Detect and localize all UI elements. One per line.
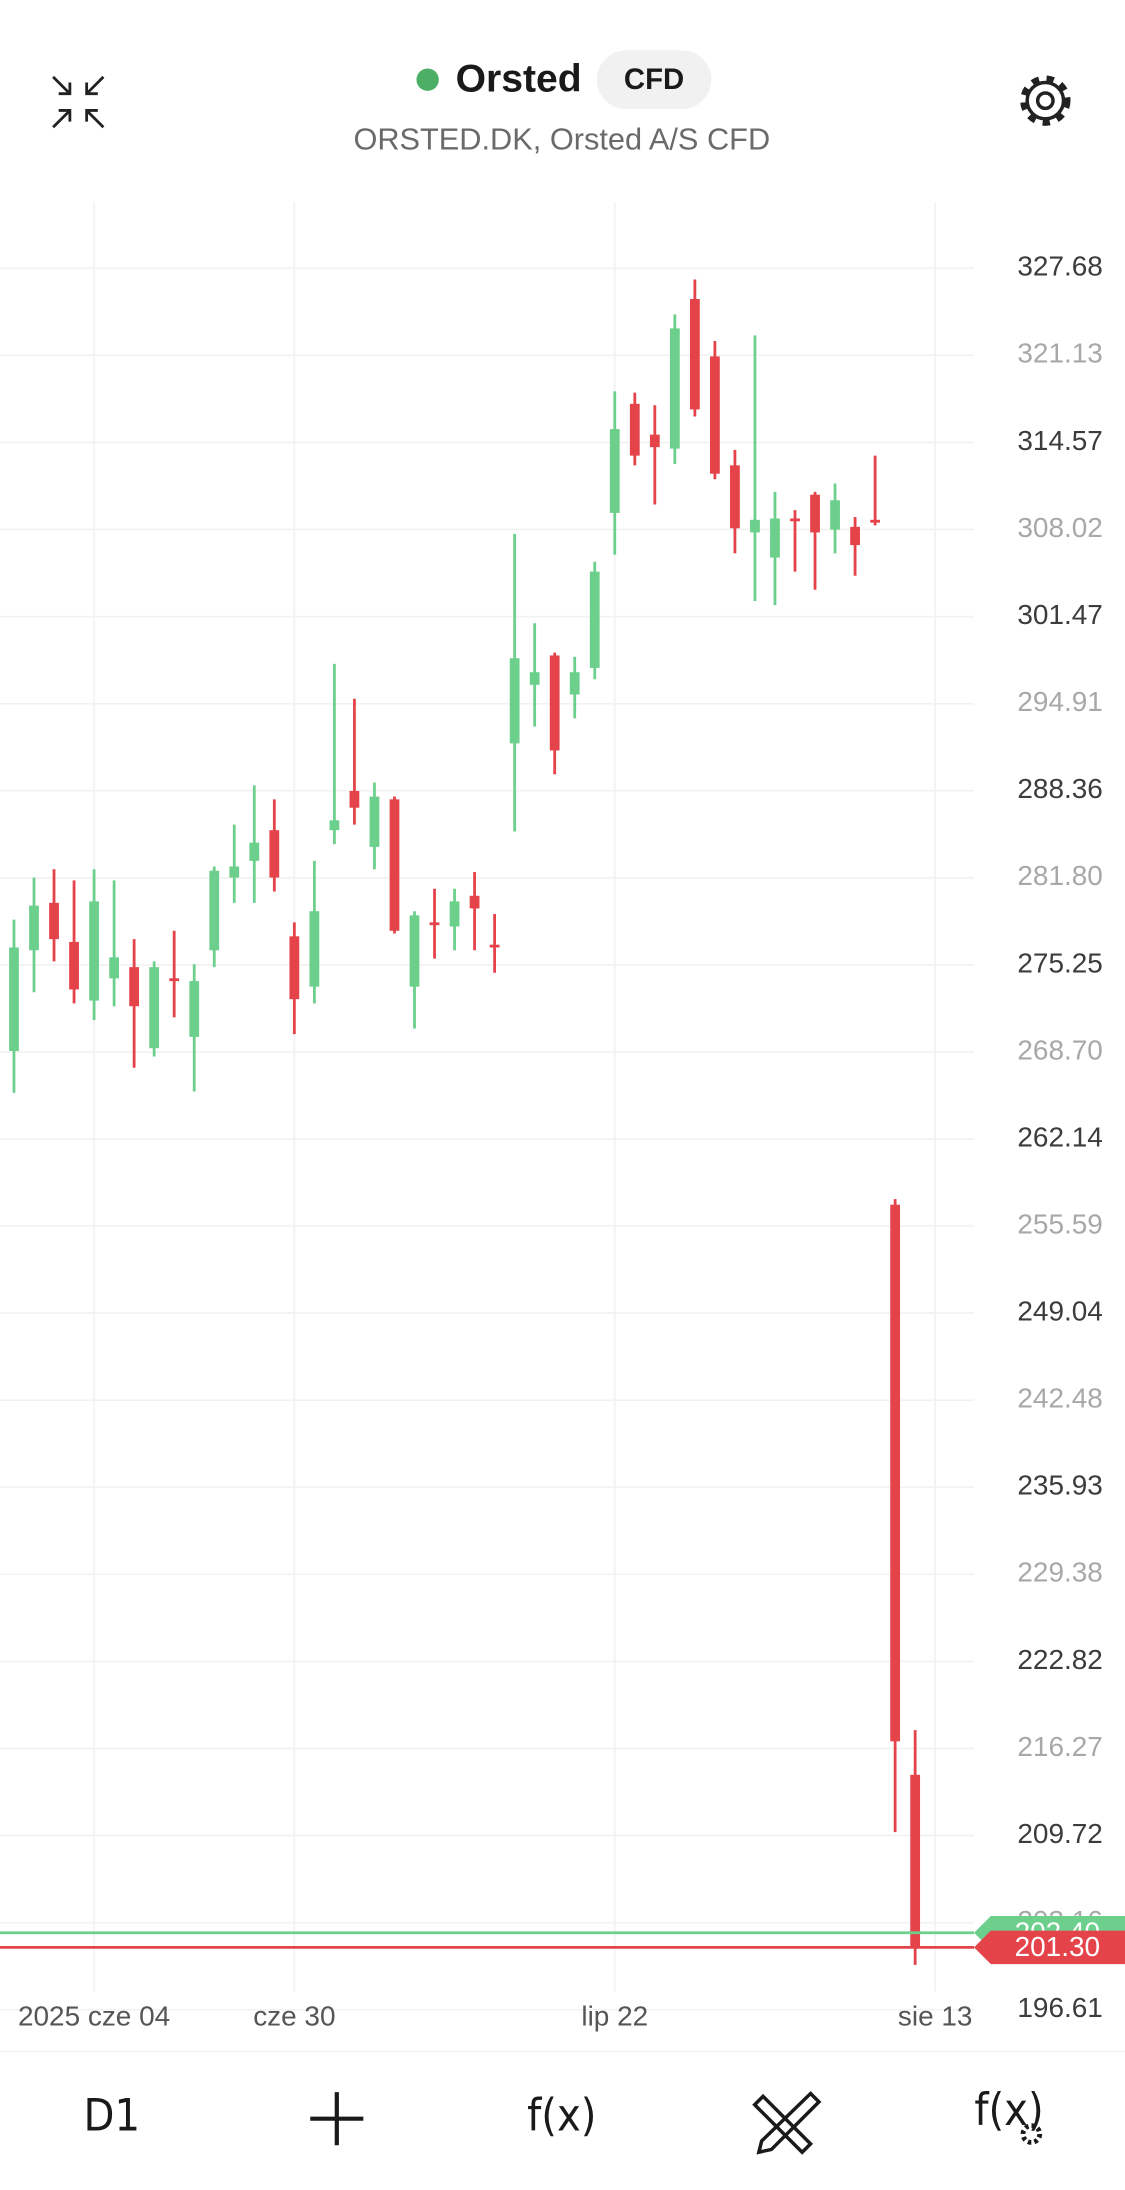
candle-body bbox=[289, 936, 300, 1000]
status-dot bbox=[416, 68, 439, 91]
badge-bg bbox=[596, 50, 712, 110]
candle-body bbox=[369, 796, 380, 847]
y-tick-label: 255.59 bbox=[1017, 1208, 1102, 1239]
candle-body bbox=[29, 905, 39, 951]
x-tick-label: 2025 cze 04 bbox=[18, 2000, 170, 2031]
candle-body bbox=[669, 328, 680, 449]
settings-button[interactable] bbox=[1020, 75, 1071, 126]
candle-body bbox=[489, 944, 500, 948]
candle-body bbox=[169, 978, 180, 982]
candle-body bbox=[309, 911, 320, 987]
candle-body bbox=[109, 957, 119, 979]
price-tag-label: 201.30 bbox=[1015, 1931, 1100, 1962]
y-tick-label: 294.91 bbox=[1017, 686, 1102, 717]
candle-body bbox=[249, 842, 260, 861]
y-tick-label: 327.68 bbox=[1017, 251, 1102, 282]
candle-body bbox=[589, 571, 600, 668]
candle-body bbox=[730, 465, 740, 529]
candle-body bbox=[890, 1204, 901, 1742]
badge: CFD bbox=[624, 63, 684, 96]
collapse-button[interactable] bbox=[52, 75, 105, 129]
y-tick-label: 314.57 bbox=[1017, 425, 1102, 456]
y-tick-label: 229.38 bbox=[1017, 1557, 1102, 1588]
candle-body bbox=[49, 902, 59, 940]
gear-teeth bbox=[1020, 75, 1071, 126]
candle-body bbox=[229, 866, 240, 878]
candle-body bbox=[469, 895, 480, 909]
candle-body bbox=[710, 356, 720, 474]
y-tick-label: 262.14 bbox=[1017, 1121, 1102, 1152]
candle-body bbox=[529, 672, 540, 685]
x-tick-label: cze 30 bbox=[253, 2000, 335, 2031]
candle-body bbox=[9, 947, 19, 1051]
arrow-icon bbox=[85, 75, 105, 96]
candle-body bbox=[269, 830, 280, 878]
drawing-tools-button[interactable] bbox=[752, 2091, 822, 2155]
candle-body bbox=[870, 519, 881, 523]
candle-body bbox=[850, 526, 860, 546]
candle-body bbox=[389, 799, 400, 931]
subtitle: ORSTED.DK, Orsted A/S CFD bbox=[353, 121, 770, 156]
candle-body bbox=[149, 967, 160, 1049]
y-tick-label: 301.47 bbox=[1017, 599, 1102, 630]
arrow-icon bbox=[52, 75, 72, 96]
arrow-icon bbox=[52, 109, 72, 129]
indicators-button[interactable]: f(x) bbox=[527, 2089, 596, 2142]
y-tick-label: 216.27 bbox=[1017, 1731, 1102, 1762]
small-gear-icon bbox=[1020, 2123, 1043, 2145]
candle-body bbox=[689, 299, 700, 410]
candle-body bbox=[750, 519, 760, 533]
candle-body bbox=[569, 672, 580, 695]
gear-body bbox=[1025, 80, 1066, 121]
y-tick-label: 242.48 bbox=[1017, 1383, 1102, 1414]
candle-body bbox=[129, 967, 140, 1007]
candle-body bbox=[209, 870, 220, 951]
candle-body bbox=[629, 403, 640, 456]
candle-body bbox=[609, 429, 620, 513]
y-tick-label: 249.04 bbox=[1017, 1295, 1102, 1326]
candle-body bbox=[189, 981, 200, 1037]
y-tick-label: 196.61 bbox=[1017, 1992, 1102, 2023]
y-tick-label: 235.93 bbox=[1017, 1470, 1102, 1501]
arrow-icon bbox=[85, 109, 105, 129]
candle-body bbox=[910, 1774, 921, 1948]
y-tick-label: 321.13 bbox=[1017, 338, 1102, 369]
timeframe-button[interactable]: D1 bbox=[84, 2089, 141, 2142]
candle-body bbox=[69, 941, 79, 990]
title: Orsted bbox=[456, 57, 582, 100]
y-tick-label: 308.02 bbox=[1017, 512, 1102, 543]
x-tick-label: lip 22 bbox=[581, 2000, 648, 2031]
y-tick-label: 268.70 bbox=[1017, 1034, 1102, 1065]
candle-body bbox=[429, 922, 440, 926]
add-button[interactable] bbox=[310, 2092, 364, 2146]
candle-body bbox=[649, 434, 660, 448]
candle-body bbox=[409, 915, 420, 987]
candle-body bbox=[830, 500, 840, 530]
candle-body bbox=[89, 901, 99, 1001]
y-tick-label: 222.82 bbox=[1017, 1644, 1102, 1675]
candle-body bbox=[349, 790, 360, 808]
candle-body bbox=[790, 518, 800, 522]
y-tick-label: 275.25 bbox=[1017, 947, 1102, 978]
y-tick-label: 209.72 bbox=[1017, 1818, 1102, 1849]
candle-body bbox=[770, 518, 780, 558]
x-tick-label: sie 13 bbox=[898, 2000, 973, 2031]
pencil-icon bbox=[756, 2091, 822, 2155]
candle-body bbox=[329, 820, 340, 831]
candle-body bbox=[810, 494, 820, 533]
y-tick-label: 281.80 bbox=[1017, 860, 1102, 891]
candle-body bbox=[509, 658, 520, 744]
candle-body bbox=[549, 655, 560, 751]
y-tick-label: 288.36 bbox=[1017, 773, 1102, 804]
gear-hole bbox=[1035, 91, 1055, 111]
price-tag bbox=[974, 1930, 1125, 1965]
candle-body bbox=[449, 901, 460, 927]
